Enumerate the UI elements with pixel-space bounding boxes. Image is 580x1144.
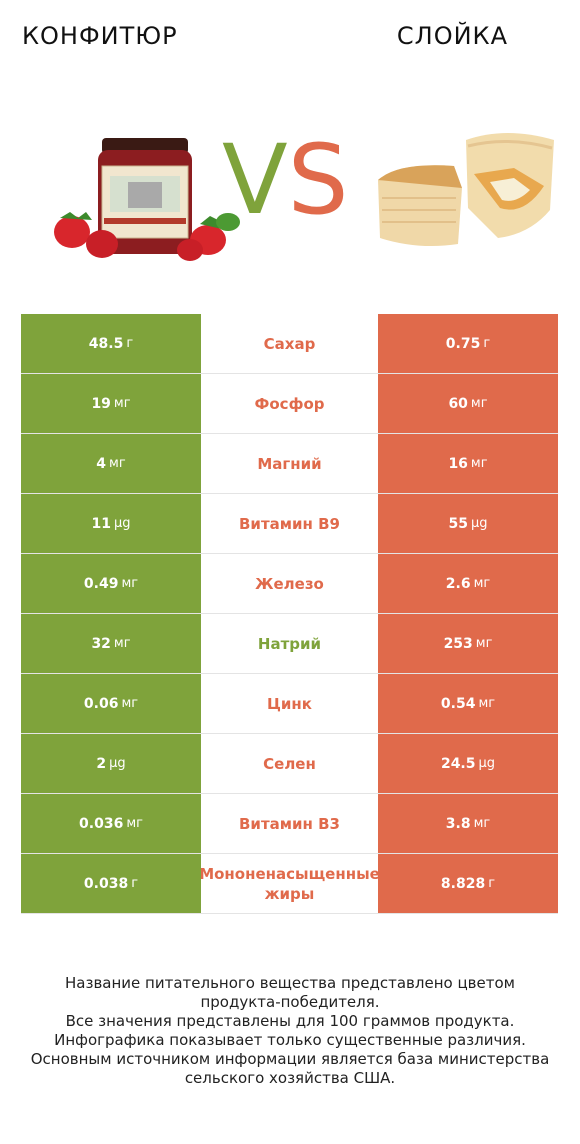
left-unit: г	[126, 336, 134, 351]
right-value-cell: 60 мг	[378, 374, 558, 433]
right-unit: мг	[473, 816, 491, 831]
left-value: 0.036	[79, 815, 124, 832]
right-unit: мг	[470, 456, 488, 471]
left-value: 4	[96, 455, 107, 472]
nutrient-name: Фосфор	[201, 374, 378, 433]
left-value-cell: 2 µg	[21, 734, 201, 793]
left-unit: мг	[109, 456, 126, 471]
table-row: 2 µg Селен 24.5 µg	[21, 734, 558, 794]
strawberry-icon	[54, 212, 240, 261]
vs-v: V	[222, 124, 288, 236]
right-value-cell: 0.54 мг	[378, 674, 558, 733]
left-value-cell: 19 мг	[21, 374, 201, 433]
left-unit: мг	[126, 816, 143, 831]
right-unit: мг	[470, 396, 488, 411]
right-value: 3.8	[445, 815, 471, 832]
left-value-cell: 0.036 мг	[21, 794, 201, 853]
right-unit: µg	[470, 516, 488, 531]
left-product-title: конфитюр	[22, 22, 178, 50]
right-value-cell: 55 µg	[378, 494, 558, 553]
right-value: 55	[448, 515, 468, 532]
right-unit: г	[483, 336, 491, 351]
table-row: 32 мг Натрий 253 мг	[21, 614, 558, 674]
pastry-icon	[378, 133, 554, 246]
vs-s: S	[287, 124, 349, 236]
left-value-cell: 0.06 мг	[21, 674, 201, 733]
right-value-cell: 253 мг	[378, 614, 558, 673]
right-value-cell: 16 мг	[378, 434, 558, 493]
nutrient-name: Селен	[201, 734, 378, 793]
table-row: 19 мг Фосфор 60 мг	[21, 374, 558, 434]
footer-line: продукта-победителя.	[200, 993, 380, 1011]
right-value: 0.75	[445, 335, 481, 352]
left-value-cell: 0.49 мг	[21, 554, 201, 613]
left-unit: мг	[113, 396, 131, 411]
left-unit: мг	[121, 696, 139, 711]
nutrient-name: Цинк	[201, 674, 378, 733]
nutrient-name: Мононенасыщенные жиры	[201, 854, 378, 913]
left-value: 0.038	[83, 875, 129, 892]
left-unit: мг	[121, 576, 139, 591]
left-value: 11	[91, 515, 111, 532]
right-unit: мг	[473, 576, 491, 591]
left-value-cell: 32 мг	[21, 614, 201, 673]
puff-pastry-image	[378, 133, 554, 246]
right-value: 253	[443, 635, 473, 652]
footer-line: Инфографика показывает только существенн…	[54, 1031, 526, 1049]
right-value: 0.54	[440, 695, 476, 712]
right-value: 8.828	[440, 875, 486, 892]
right-value: 16	[448, 455, 468, 472]
table-row: 48.5 г Сахар 0.75 г	[21, 314, 558, 374]
right-value: 60	[448, 395, 468, 412]
jar-icon	[98, 138, 192, 254]
footer-note: Название питательного вещества представл…	[20, 974, 560, 1088]
left-unit: µg	[113, 516, 131, 531]
right-unit: мг	[478, 696, 496, 711]
nutrient-name: Витамин B3	[201, 794, 378, 853]
left-value: 48.5	[88, 335, 124, 352]
left-value-cell: 48.5 г	[21, 314, 201, 373]
left-value-cell: 4 мг	[21, 434, 201, 493]
left-value: 32	[91, 635, 111, 652]
right-value-cell: 2.6 мг	[378, 554, 558, 613]
right-value-cell: 0.75 г	[378, 314, 558, 373]
jam-jar-image	[54, 138, 240, 261]
right-value-cell: 8.828 г	[378, 854, 558, 913]
left-value-cell: 0.038 г	[21, 854, 201, 913]
right-value: 2.6	[445, 575, 471, 592]
right-product-title: слойка	[396, 22, 508, 50]
left-unit: мг	[113, 636, 131, 651]
footer-line: Все значения представлены для 100 граммо…	[65, 1012, 515, 1030]
left-value-cell: 11 µg	[21, 494, 201, 553]
left-value: 19	[91, 395, 111, 412]
nutrient-name: Магний	[201, 434, 378, 493]
vs-label: VS	[222, 130, 362, 230]
right-unit: мг	[475, 636, 493, 651]
nutrient-name: Витамин B9	[201, 494, 378, 553]
table-row: 0.06 мг Цинк 0.54 мг	[21, 674, 558, 734]
table-row: 0.038 г Мононенасыщенные жиры 8.828 г	[21, 854, 558, 914]
table-row: 11 µg Витамин B9 55 µg	[21, 494, 558, 554]
right-unit: г	[488, 876, 496, 891]
table-row: 0.49 мг Железо 2.6 мг	[21, 554, 558, 614]
left-unit: µg	[109, 756, 126, 771]
left-unit: г	[131, 876, 139, 891]
right-unit: µg	[478, 756, 496, 771]
footer-line: Основным источником информации является …	[30, 1050, 550, 1068]
left-value: 2	[96, 755, 107, 772]
nutrient-name: Сахар	[201, 314, 378, 373]
comparison-table: 48.5 г Сахар 0.75 г 19 мг Фосфор 60 мг 4 мг Магний 16…	[21, 314, 558, 914]
table-row: 0.036 мг Витамин B3 3.8 мг	[21, 794, 558, 854]
left-value: 0.49	[83, 575, 119, 592]
nutrient-name: Натрий	[201, 614, 378, 673]
nutrient-name: Железо	[201, 554, 378, 613]
left-value: 0.06	[83, 695, 119, 712]
right-value-cell: 24.5 µg	[378, 734, 558, 793]
footer-line: Название питательного вещества представл…	[65, 974, 515, 992]
footer-line: сельского хозяйства США.	[184, 1069, 396, 1087]
right-value-cell: 3.8 мг	[378, 794, 558, 853]
table-row: 4 мг Магний 16 мг	[21, 434, 558, 494]
right-value: 24.5	[440, 755, 476, 772]
